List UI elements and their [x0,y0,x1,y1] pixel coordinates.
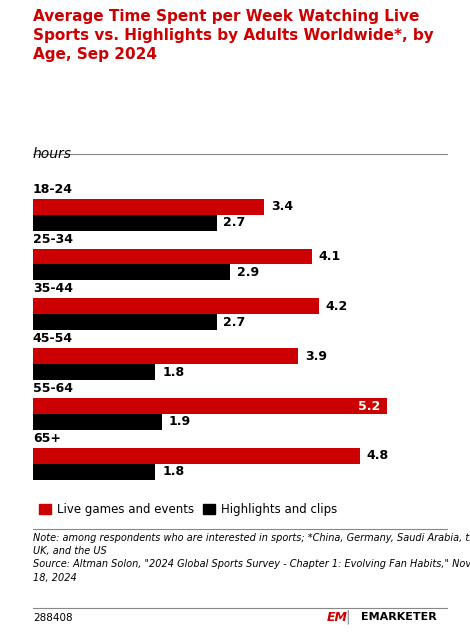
Text: 45-54: 45-54 [33,332,73,345]
Text: 3.9: 3.9 [305,349,327,363]
Text: EMARKETER: EMARKETER [361,612,437,622]
Text: 55-64: 55-64 [33,382,73,395]
Text: 25-34: 25-34 [33,232,73,246]
Text: 4.1: 4.1 [319,250,341,263]
Text: 1.8: 1.8 [162,465,184,479]
Text: |: | [345,610,350,624]
Text: 4.2: 4.2 [326,300,348,313]
Text: 5.2: 5.2 [358,399,380,413]
Text: 1.8: 1.8 [162,366,184,379]
Text: 1.9: 1.9 [169,415,191,429]
Legend: Live games and events, Highlights and clips: Live games and events, Highlights and cl… [39,503,337,516]
Bar [33,199,264,215]
Text: 2.7: 2.7 [224,316,246,329]
Text: 2.7: 2.7 [224,216,246,229]
Text: 18-24: 18-24 [33,183,73,196]
Bar [33,215,217,230]
Text: 65+: 65+ [33,432,61,445]
Bar [33,348,298,364]
Bar [33,414,162,430]
Bar [33,398,387,414]
Text: 4.8: 4.8 [367,449,389,462]
Bar [33,249,312,265]
Text: Average Time Spent per Week Watching Live
Sports vs. Highlights by Adults Worldw: Average Time Spent per Week Watching Liv… [33,9,434,61]
Bar [33,364,156,380]
Text: 35-44: 35-44 [33,282,73,296]
Text: Note: among respondents who are interested in sports; *China, Germany, Saudi Ara: Note: among respondents who are interest… [33,533,470,582]
Text: hours: hours [33,147,72,161]
Bar [33,298,319,315]
Bar [33,448,360,464]
Text: 2.9: 2.9 [237,266,259,279]
Bar [33,265,230,280]
Text: 3.4: 3.4 [271,200,293,213]
Text: 288408: 288408 [33,613,72,623]
Bar [33,315,217,330]
Bar [33,464,156,480]
Text: EM: EM [327,611,348,624]
